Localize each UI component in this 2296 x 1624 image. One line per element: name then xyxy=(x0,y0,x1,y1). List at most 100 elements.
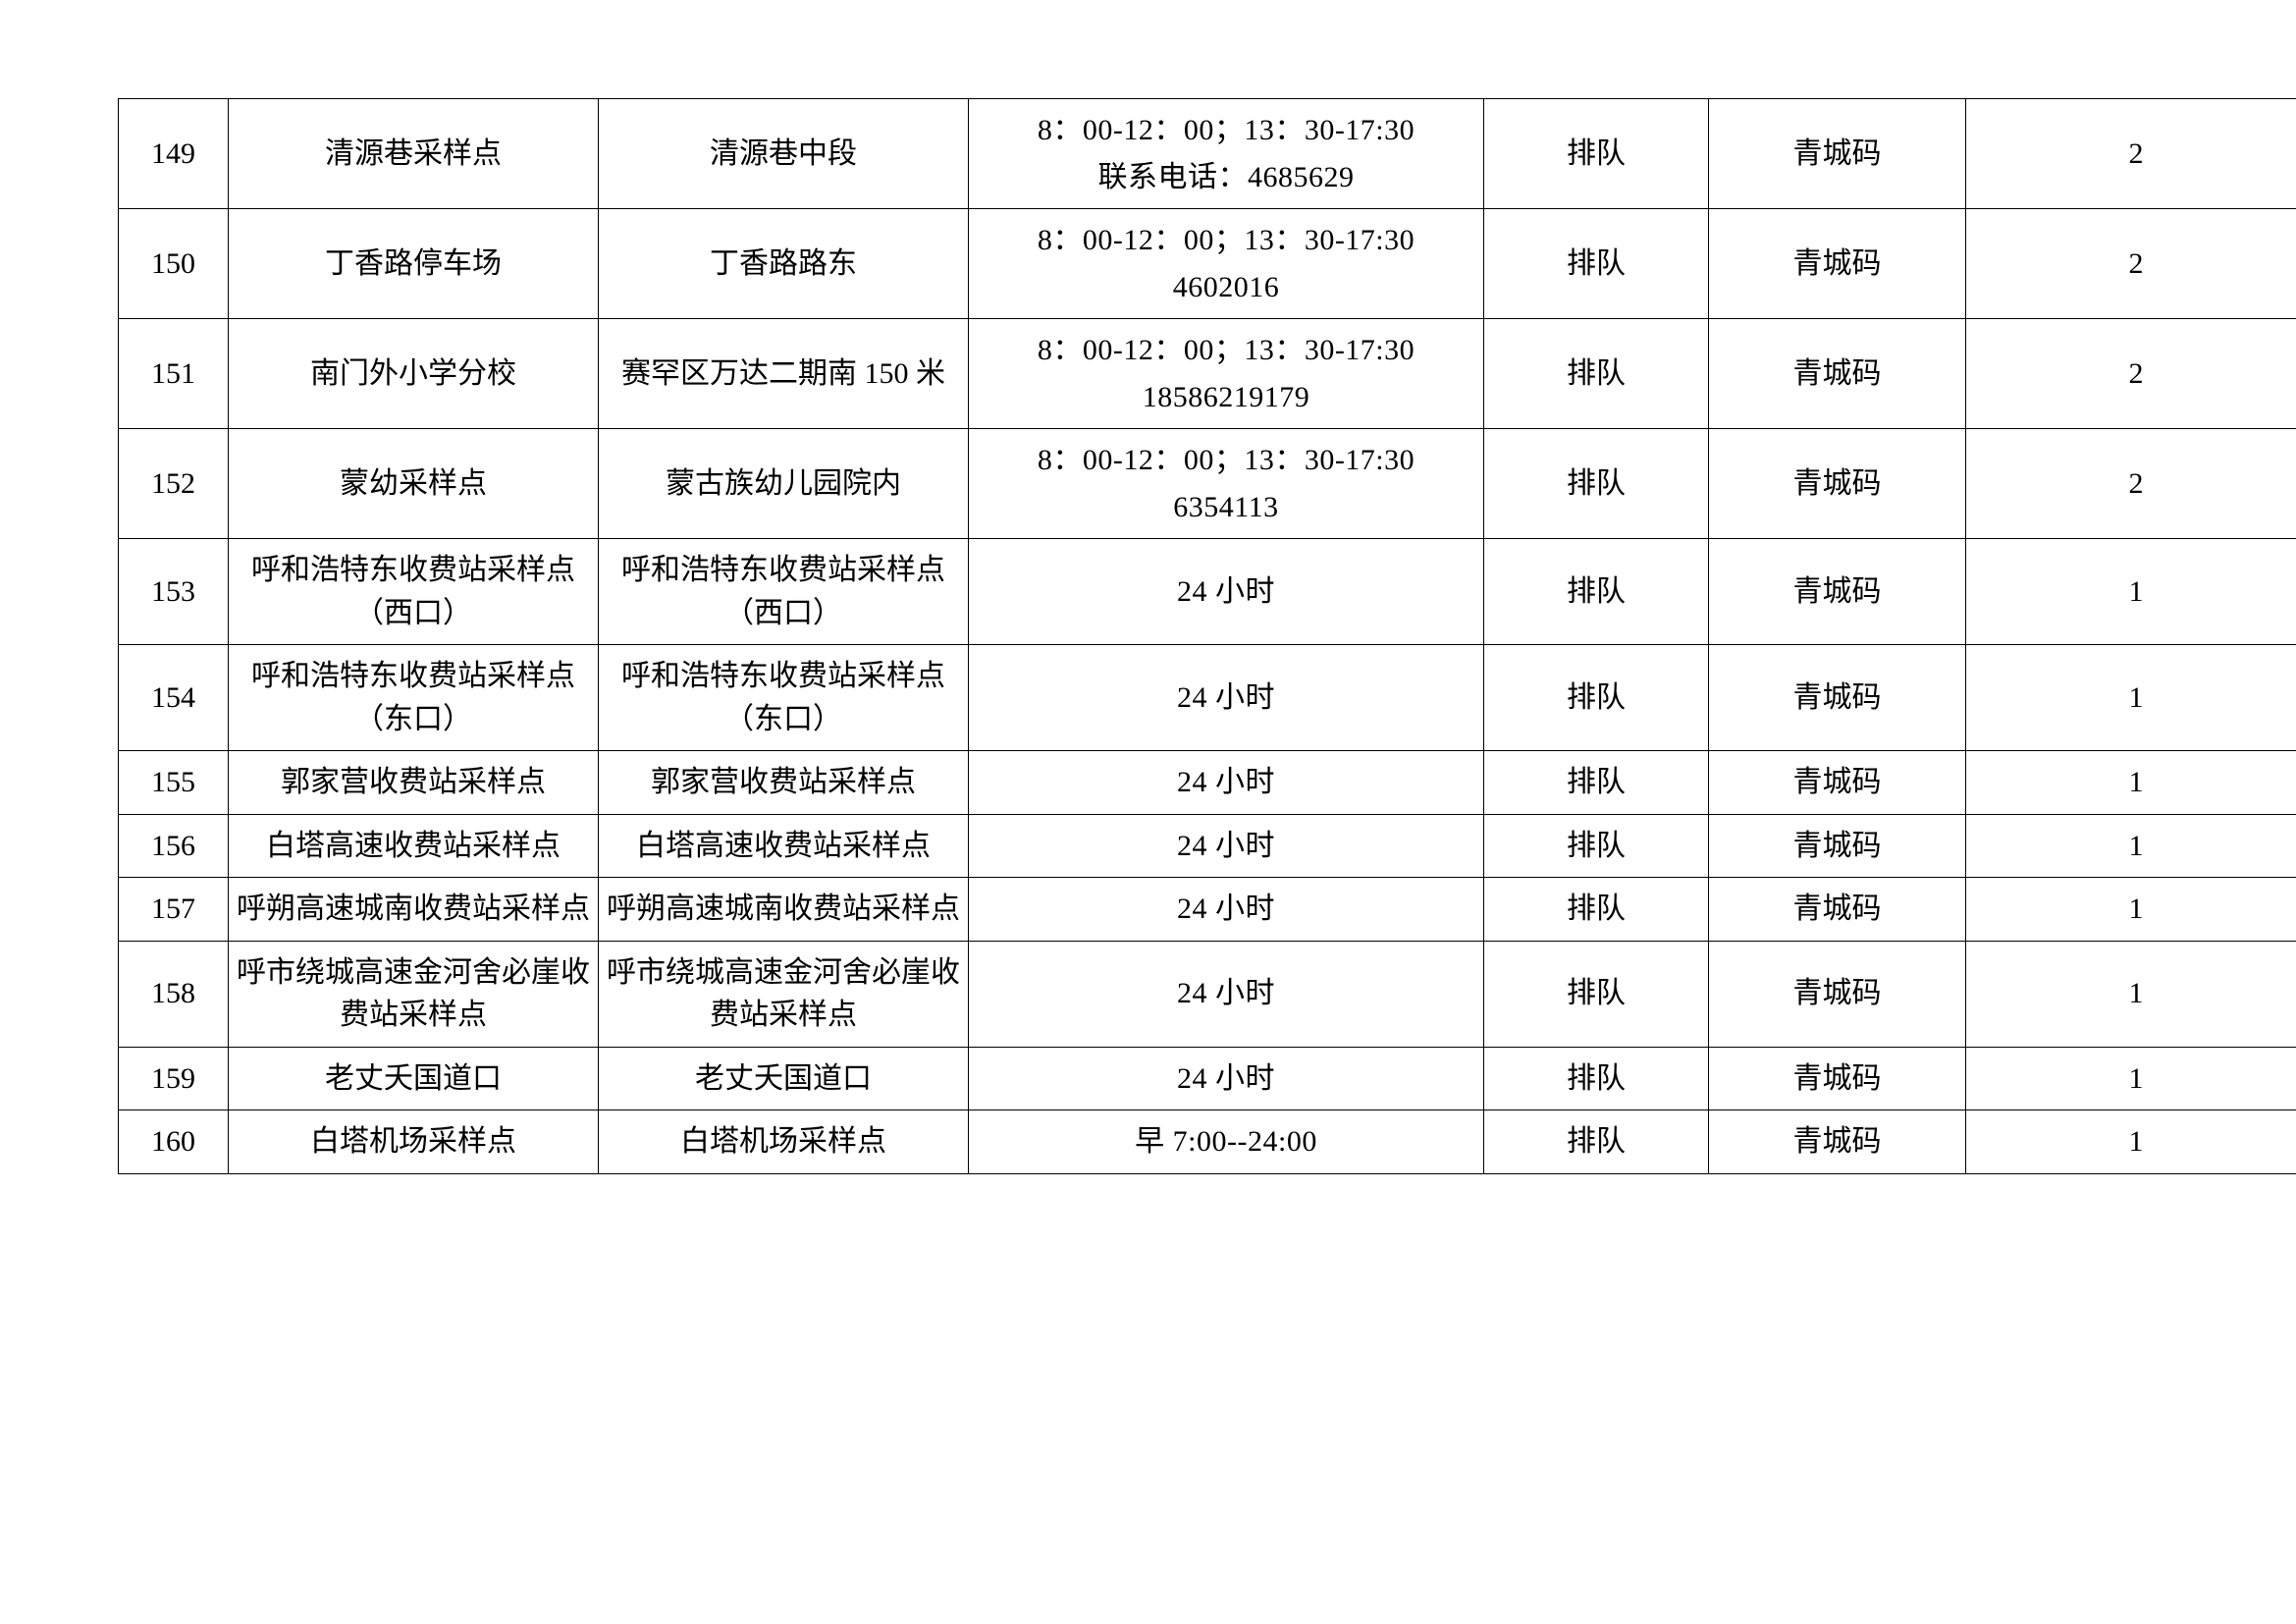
cell-site-address: 郭家营收费站采样点 xyxy=(598,750,969,815)
cell-site-name: 丁香路停车场 xyxy=(228,208,599,319)
cell-station-count: 1 xyxy=(1965,1046,2296,1110)
cell-index: 158 xyxy=(118,940,229,1048)
cell-site-address: 呼朔高速城南收费站采样点 xyxy=(598,877,969,942)
cell-site-name: 呼市绕城高速金河舍必崖收费站采样点 xyxy=(228,940,599,1048)
cell-queue-mode: 排队 xyxy=(1483,208,1709,319)
cell-station-count: 2 xyxy=(1965,318,2296,429)
cell-sampling-time: 8：00-12：00；13：30-17:30 4602016 xyxy=(968,208,1484,319)
cell-queue-mode: 排队 xyxy=(1483,428,1709,539)
sampling-time-line: 8：00-12：00；13：30-17:30 xyxy=(1037,444,1415,476)
cell-station-count: 2 xyxy=(1965,428,2296,539)
sampling-time-line: 8：00-12：00；13：30-17:30 xyxy=(1037,334,1415,366)
cell-site-address: 白塔机场采样点 xyxy=(598,1110,969,1174)
cell-sampling-time: 24 小时 xyxy=(968,750,1484,815)
cell-sampling-time: 24 小时 xyxy=(968,813,1484,878)
sampling-time-line: 8：00-12：00；13：30-17:30 xyxy=(1037,224,1415,256)
cell-station-count: 2 xyxy=(1965,208,2296,319)
sampling-time-line: 24 小时 xyxy=(1177,680,1275,714)
cell-health-code: 青城码 xyxy=(1708,1046,1966,1110)
cell-site-name: 郭家营收费站采样点 xyxy=(228,750,599,815)
cell-queue-mode: 排队 xyxy=(1483,98,1709,209)
sampling-time-line: 4602016 xyxy=(1172,270,1280,303)
table-row: 158 呼市绕城高速金河舍必崖收费站采样点 呼市绕城高速金河舍必崖收费站采样点 24 … xyxy=(118,940,2296,1048)
cell-health-code: 青城码 xyxy=(1708,877,1966,942)
cell-site-address: 呼市绕城高速金河舍必崖收费站采样点 xyxy=(598,940,969,1048)
sampling-time-line: 24 小时 xyxy=(1177,829,1275,862)
cell-queue-mode: 排队 xyxy=(1483,318,1709,429)
cell-sampling-time: 24 小时 xyxy=(968,1046,1484,1110)
cell-health-code: 青城码 xyxy=(1708,428,1966,539)
cell-site-address: 赛罕区万达二期南 150 米 xyxy=(598,318,969,429)
table-row: 157 呼朔高速城南收费站采样点 呼朔高速城南收费站采样点 24 小时 排队 青城码 1 xyxy=(118,877,2296,942)
cell-health-code: 青城码 xyxy=(1708,318,1966,429)
cell-station-count: 1 xyxy=(1965,750,2296,815)
cell-station-count: 1 xyxy=(1965,813,2296,878)
cell-index: 153 xyxy=(118,538,229,645)
table-row: 150 丁香路停车场 丁香路路东 8：00-12：00；13：30-17:30 4602… xyxy=(118,208,2296,319)
cell-index: 156 xyxy=(118,813,229,878)
sampling-time-line: 24 小时 xyxy=(1177,1061,1275,1095)
cell-health-code: 青城码 xyxy=(1708,750,1966,815)
cell-queue-mode: 排队 xyxy=(1483,750,1709,815)
cell-sampling-time: 24 小时 xyxy=(968,877,1484,942)
cell-queue-mode: 排队 xyxy=(1483,813,1709,878)
cell-station-count: 1 xyxy=(1965,1110,2296,1174)
cell-site-name: 蒙幼采样点 xyxy=(228,428,599,539)
cell-site-name: 呼和浩特东收费站采样点（西口） xyxy=(228,538,599,645)
cell-queue-mode: 排队 xyxy=(1483,877,1709,942)
cell-site-address: 清源巷中段 xyxy=(598,98,969,209)
sampling-time-line: 18586219179 xyxy=(1142,380,1310,413)
table-row: 160 白塔机场采样点 白塔机场采样点早 7:00--24:00 排队 青城码 1 xyxy=(118,1110,2296,1174)
cell-site-address: 丁香路路东 xyxy=(598,208,969,319)
cell-sampling-time: 24 小时 xyxy=(968,538,1484,645)
cell-station-count: 1 xyxy=(1965,538,2296,645)
cell-station-count: 1 xyxy=(1965,644,2296,751)
sampling-site-table-wrapper: 149 清源巷采样点 清源巷中段 8：00-12：00；13：30-17:30 联系电话… xyxy=(118,98,2296,1174)
sampling-time-line: 早 7:00--24:00 xyxy=(1135,1125,1317,1158)
cell-site-name: 白塔高速收费站采样点 xyxy=(228,813,599,878)
sampling-time-line: 24 小时 xyxy=(1177,574,1275,608)
sampling-time-line: 24 小时 xyxy=(1177,766,1275,798)
cell-health-code: 青城码 xyxy=(1708,98,1966,209)
sampling-time-line: 8：00-12：00；13：30-17:30 xyxy=(1037,114,1415,146)
cell-sampling-time: 8：00-12：00；13：30-17:30 6354113 xyxy=(968,428,1484,539)
cell-health-code: 青城码 xyxy=(1708,1110,1966,1174)
cell-health-code: 青城码 xyxy=(1708,644,1966,751)
cell-station-count: 1 xyxy=(1965,877,2296,942)
cell-site-address: 呼和浩特东收费站采样点（东口） xyxy=(598,644,969,751)
cell-queue-mode: 排队 xyxy=(1483,1046,1709,1110)
sampling-time-line: 联系电话：4685629 xyxy=(1097,160,1355,193)
sampling-time-line: 6354113 xyxy=(1173,490,1279,523)
cell-site-address: 白塔高速收费站采样点 xyxy=(598,813,969,878)
cell-index: 149 xyxy=(118,98,229,209)
cell-sampling-time: 早 7:00--24:00 xyxy=(968,1110,1484,1174)
cell-site-address: 老丈夭国道口 xyxy=(598,1046,969,1110)
cell-health-code: 青城码 xyxy=(1708,538,1966,645)
cell-site-name: 白塔机场采样点 xyxy=(228,1110,599,1174)
cell-site-name: 南门外小学分校 xyxy=(228,318,599,429)
cell-site-name: 呼朔高速城南收费站采样点 xyxy=(228,877,599,942)
cell-index: 160 xyxy=(118,1110,229,1174)
cell-queue-mode: 排队 xyxy=(1483,644,1709,751)
cell-queue-mode: 排队 xyxy=(1483,940,1709,1048)
sampling-site-table: 149 清源巷采样点 清源巷中段 8：00-12：00；13：30-17:30 联系电话… xyxy=(118,98,2296,1174)
cell-site-address: 呼和浩特东收费站采样点（西口） xyxy=(598,538,969,645)
cell-site-address: 蒙古族幼儿园院内 xyxy=(598,428,969,539)
cell-health-code: 青城码 xyxy=(1708,813,1966,878)
cell-station-count: 1 xyxy=(1965,940,2296,1048)
cell-index: 151 xyxy=(118,318,229,429)
sampling-time-line: 24 小时 xyxy=(1177,893,1275,925)
cell-sampling-time: 8：00-12：00；13：30-17:30 联系电话：4685629 xyxy=(968,98,1484,209)
cell-sampling-time: 8：00-12：00；13：30-17:30 18586219179 xyxy=(968,318,1484,429)
table-row: 149 清源巷采样点 清源巷中段 8：00-12：00；13：30-17:30 联系电话… xyxy=(118,98,2296,209)
table-row: 151 南门外小学分校 赛罕区万达二期南 150 米 8：00-12：00；13：30… xyxy=(118,318,2296,429)
cell-health-code: 青城码 xyxy=(1708,940,1966,1048)
cell-sampling-time: 24 小时 xyxy=(968,644,1484,751)
table-row: 153 呼和浩特东收费站采样点（西口） 呼和浩特东收费站采样点（西口） 24 小时 排队… xyxy=(118,538,2296,645)
cell-index: 154 xyxy=(118,644,229,751)
cell-sampling-time: 24 小时 xyxy=(968,940,1484,1048)
table-row: 152 蒙幼采样点 蒙古族幼儿园院内 8：00-12：00；13：30-17:30 63… xyxy=(118,428,2296,539)
table-row: 156 白塔高速收费站采样点 白塔高速收费站采样点 24 小时 排队 青城码 1 xyxy=(118,813,2296,878)
cell-site-name: 老丈夭国道口 xyxy=(228,1046,599,1110)
